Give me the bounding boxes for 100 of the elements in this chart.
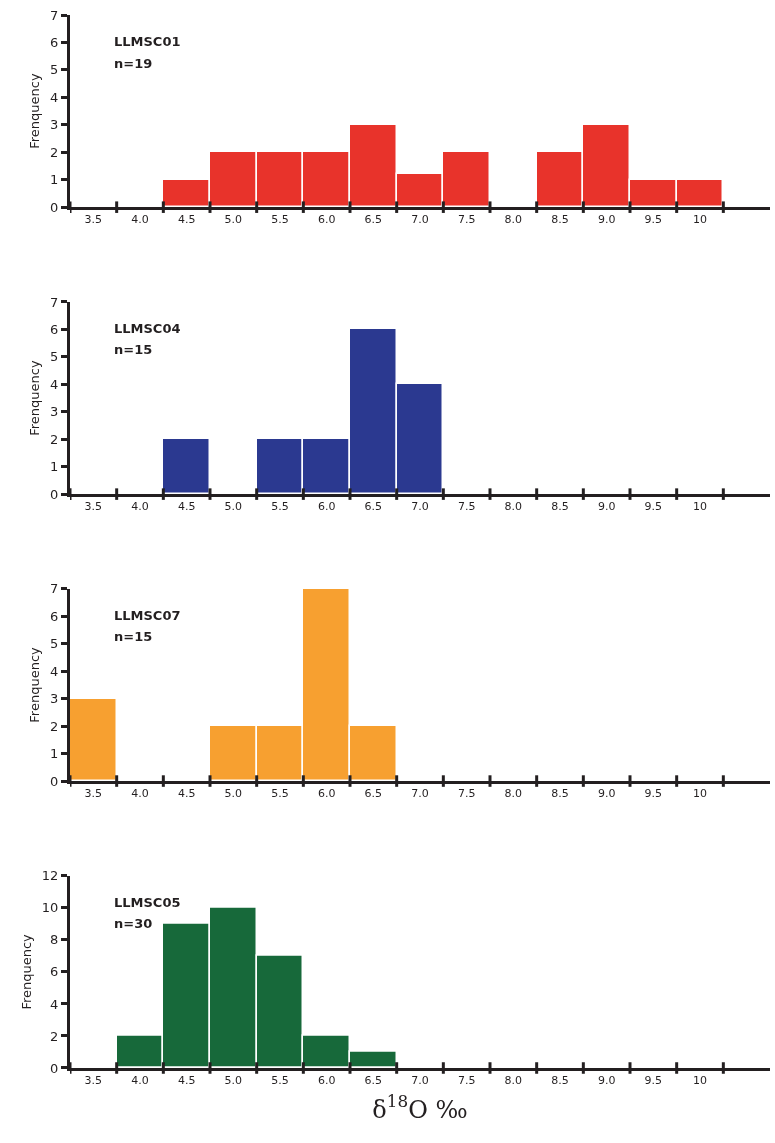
x-tick-label: 7.0 (411, 213, 429, 227)
bar (70, 697, 117, 781)
x-tick-label: 9.5 (644, 213, 663, 227)
y-tick-label: 10 (41, 900, 59, 916)
y-tick-label: 0 (50, 199, 59, 215)
x-tick-label: 10 (693, 787, 707, 801)
y-tick-label: 7 (50, 294, 59, 310)
x-tick-label: 8.0 (504, 1074, 523, 1088)
y-tick-label: 1 (50, 459, 59, 475)
x-tick-label: 5.0 (224, 1074, 243, 1088)
y-axis-title: Frenquency (27, 360, 43, 436)
annotation: n=30 (114, 916, 153, 931)
x-tick-label: 7.0 (411, 1074, 429, 1088)
x-tick-label: 9.0 (597, 787, 616, 801)
x-tick-label: 8.0 (504, 787, 523, 801)
x-tick-label: 8.0 (504, 213, 523, 227)
y-tick-label: 2 (50, 431, 59, 447)
y-tick-label: 1 (50, 172, 59, 188)
x-tick-label: 10 (693, 213, 707, 227)
x-tick-label: 6.0 (317, 213, 336, 227)
annotation: n=19 (114, 56, 153, 71)
x-tick-label: 5.0 (224, 500, 243, 514)
bar (161, 437, 210, 494)
y-tick-label: 2 (50, 718, 59, 734)
y-tick-label: 4 (50, 89, 59, 105)
x-tick-label: 4.5 (177, 787, 196, 801)
y-tick-label: 4 (50, 996, 59, 1012)
x-tick-label: 9.0 (597, 213, 616, 227)
x-tick-label: 7.5 (457, 213, 476, 227)
x-tick-label: 9.0 (597, 500, 616, 514)
annotation: LLMSC01 (114, 34, 181, 49)
y-tick-label: 6 (50, 964, 59, 980)
x-tick-label: 10 (693, 500, 707, 514)
x-tick-label: 5.5 (271, 500, 289, 514)
y-axis-title: Frenquency (18, 933, 34, 1010)
x-tick-label: 3.5 (84, 500, 103, 514)
y-tick-label: 5 (50, 636, 59, 652)
y-tick-label: 7 (50, 581, 59, 597)
x-tick-label: 5.0 (224, 787, 243, 801)
x-tick-label: 8.0 (504, 500, 523, 514)
x-axis-title: δ$^{18}$O ‰ (372, 1091, 468, 1124)
x-tick-label: 3.5 (84, 1074, 103, 1088)
y-tick-label: 2 (50, 144, 59, 160)
x-tick-label: 4.5 (177, 213, 196, 227)
y-tick-label: 5 (50, 349, 59, 365)
y-tick-label: 0 (50, 773, 59, 789)
x-tick-label: 7.0 (411, 500, 429, 514)
x-tick-label: 6.5 (364, 213, 383, 227)
y-tick-label: 3 (50, 691, 59, 707)
x-tick-label: 6.0 (317, 500, 336, 514)
x-tick-label: 8.5 (551, 500, 569, 514)
x-tick-label: 4.5 (177, 1074, 196, 1088)
y-tick-label: 1 (50, 746, 59, 762)
y-tick-label: 4 (50, 663, 59, 679)
x-tick-label: 6.0 (317, 787, 336, 801)
x-tick-label: 7.5 (457, 1074, 476, 1088)
y-tick-label: 3 (50, 404, 59, 420)
x-tick-label: 8.5 (551, 1074, 569, 1088)
x-tick-label: 4.5 (177, 500, 196, 514)
x-tick-label: 9.0 (597, 1074, 616, 1088)
x-tick-label: 8.5 (551, 213, 569, 227)
y-tick-label: 4 (50, 376, 59, 392)
x-tick-label: 4.0 (131, 787, 149, 801)
y-tick-label: 0 (50, 486, 59, 502)
x-tick-label: 3.5 (84, 787, 103, 801)
x-tick-label: 9.5 (644, 1074, 663, 1088)
annotation: n=15 (114, 342, 153, 357)
x-tick-label: 4.0 (131, 213, 149, 227)
x-tick-label: 5.5 (271, 787, 289, 801)
x-tick-label: 7.5 (457, 500, 476, 514)
x-tick-label: 9.5 (644, 500, 663, 514)
x-tick-label: 4.0 (131, 500, 149, 514)
x-tick-label: 6.5 (364, 787, 383, 801)
y-axis-title: Frenquency (27, 646, 43, 723)
y-tick-label: 2 (50, 1028, 59, 1044)
y-tick-label: 7 (50, 7, 59, 23)
x-tick-label: 5.0 (224, 213, 243, 227)
annotation: LLMSC05 (114, 895, 181, 910)
x-tick-label: 7.0 (411, 787, 429, 801)
x-tick-label: 6.0 (317, 1074, 336, 1088)
x-tick-label: 3.5 (84, 213, 103, 227)
x-tick-label: 5.5 (271, 213, 289, 227)
y-tick-label: 6 (50, 35, 59, 50)
y-axis-title: Frenquency (27, 73, 43, 149)
y-tick-label: 3 (50, 117, 59, 133)
y-tick-label: 0 (50, 1060, 59, 1076)
annotation: LLMSC04 (114, 321, 181, 336)
x-tick-label: 7.5 (457, 787, 476, 801)
y-tick-label: 6 (50, 608, 59, 624)
y-tick-label: 12 (41, 868, 59, 884)
x-tick-label: 5.5 (271, 1074, 289, 1088)
y-tick-label: 5 (50, 62, 59, 78)
x-tick-label: 9.5 (644, 787, 663, 801)
x-tick-label: 6.5 (364, 500, 383, 514)
x-tick-label: 10 (693, 1074, 707, 1088)
x-tick-label: 6.5 (364, 1074, 383, 1088)
x-tick-label: 4.0 (131, 1074, 149, 1088)
y-tick-label: 6 (50, 321, 59, 337)
annotation: n=15 (114, 629, 153, 644)
y-tick-label: 8 (50, 932, 59, 948)
